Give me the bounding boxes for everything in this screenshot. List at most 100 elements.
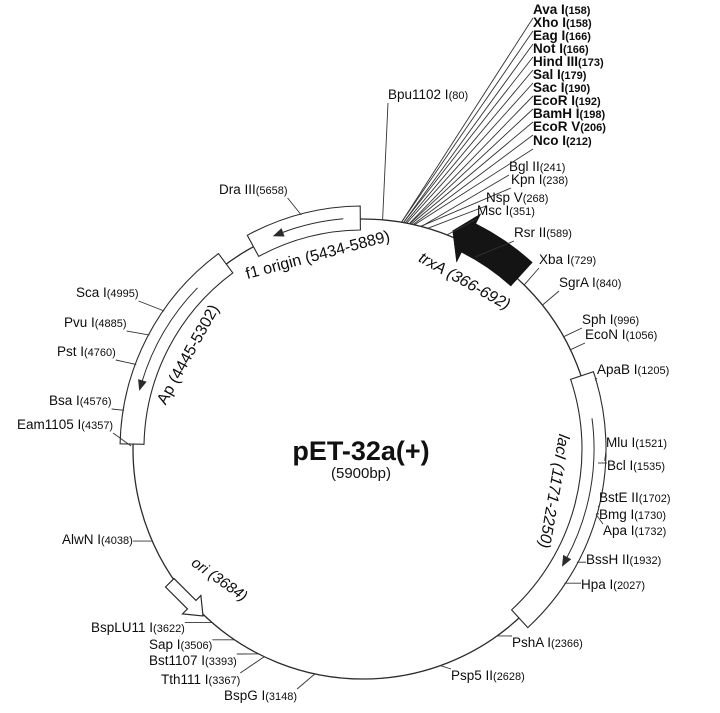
enzyme-name: BssH II	[586, 552, 630, 567]
cut-position: (4760)	[84, 347, 116, 359]
ap-direction-arrow	[141, 287, 198, 383]
cut-position: (3148)	[265, 691, 298, 703]
cut-position: (351)	[509, 206, 535, 218]
site-label-pvu-i: Pvu I(4885)	[64, 316, 127, 331]
site-label-rsr-ii: Rsr II(589)	[514, 226, 572, 241]
site-label-sca-i: Sca I(4995)	[76, 286, 139, 301]
cut-position: (4038)	[101, 535, 133, 547]
enzyme-name: Psp5 II	[451, 668, 494, 683]
site-leader-line	[401, 17, 534, 223]
cut-position: (3393)	[205, 656, 237, 668]
site-leader-line	[570, 342, 586, 351]
site-label-ecor-v: EcoR V(206)	[533, 120, 606, 135]
plasmid-size: (5900bp)	[330, 465, 392, 482]
site-leader-line	[403, 56, 534, 223]
site-label-nco-i: Nco I(212)	[533, 134, 592, 149]
site-leader-line	[597, 505, 600, 508]
site-label-tth111-i: Tth111 I(3367)	[161, 673, 240, 688]
site-label-bgl-ii: Bgl II(241)	[509, 160, 565, 175]
site-leader-line	[594, 377, 598, 381]
site-label-msc-i: Msc I(351)	[477, 204, 535, 219]
site-label-bsa-i: Bsa I(4576)	[49, 394, 112, 409]
enzyme-name: Kpn I	[511, 172, 543, 187]
enzyme-name: ApaB I	[597, 362, 638, 377]
cut-position: (158)	[564, 5, 591, 17]
enzyme-name: Tth111 I	[161, 672, 209, 687]
enzyme-name: Rsr II	[514, 225, 547, 240]
site-label-hpa-i: Hpa I(2027)	[581, 578, 645, 593]
site-label-sac-i: Sac I(190)	[533, 81, 590, 96]
site-label-mlu-i: Mlu I(1521)	[606, 436, 667, 451]
cut-position: (241)	[539, 162, 566, 174]
cut-position: (173)	[578, 57, 604, 69]
cut-position: (996)	[613, 315, 640, 327]
cut-position: (190)	[564, 83, 591, 95]
site-label-bsplu11-i: BspLU11 I(3622)	[91, 621, 185, 636]
cut-position: (2628)	[493, 671, 525, 683]
site-label-sal-i: Sal I(179)	[533, 68, 586, 83]
site-leader-line	[595, 514, 604, 525]
enzyme-name: Not I	[533, 41, 563, 56]
cut-position: (179)	[560, 70, 587, 82]
ap-direction-arrow-head	[138, 379, 147, 391]
site-label-pst-i: Pst I(4760)	[57, 345, 116, 360]
site-label-bmg-i: Bmg I(1730)	[599, 508, 666, 523]
site-leader-line	[126, 330, 150, 336]
site-label-xho-i: Xho I(158)	[533, 16, 592, 31]
cut-position: (192)	[575, 96, 601, 108]
enzyme-name: Sac I	[533, 80, 565, 95]
site-label-econ-i: EcoN I(1056)	[585, 328, 657, 343]
site-leader-line	[440, 665, 452, 670]
site-label-psp5-ii: Psp5 II(2628)	[451, 669, 525, 684]
enzyme-name: BspG I	[224, 688, 266, 703]
site-label-bst1107-i: Bst1107 I(3393)	[149, 654, 237, 669]
site-leader-line	[408, 95, 534, 225]
site-leader-line	[403, 43, 534, 223]
site-label-apab-i: ApaB I(1205)	[597, 363, 669, 378]
site-leader-line	[287, 197, 302, 216]
site-label-eag-i: Eag I(166)	[533, 29, 591, 44]
ap-gene-segment	[119, 252, 234, 445]
enzyme-name: Bmg I	[599, 507, 635, 522]
enzyme-name: Hind III	[533, 54, 578, 69]
cut-position: (166)	[563, 44, 589, 56]
enzyme-name: Pst I	[57, 344, 85, 359]
site-label-apa-i: Apa I(1732)	[603, 524, 666, 539]
enzyme-name: BamH I	[533, 106, 580, 121]
site-label-psha-i: PshA I(2366)	[512, 636, 583, 651]
cut-position: (4995)	[106, 288, 139, 300]
cut-position: (212)	[566, 136, 592, 148]
enzyme-name: AlwN I	[62, 532, 102, 547]
cut-position: (206)	[580, 122, 606, 134]
enzyme-name: BspLU11 I	[91, 620, 154, 635]
site-leader-line	[112, 432, 132, 447]
cut-position: (4357)	[81, 420, 114, 432]
cut-position: (1205)	[637, 365, 670, 377]
enzyme-name: Apa I	[603, 523, 635, 538]
enzyme-name: Eag I	[533, 28, 566, 43]
cut-position: (5658)	[255, 185, 288, 197]
cut-position: (1056)	[625, 330, 658, 342]
site-leader-line	[420, 187, 512, 227]
site-leader-line	[296, 673, 316, 690]
site-label-sap-i: Sap I(3506)	[149, 638, 212, 653]
cut-position: (4885)	[94, 318, 127, 330]
f1-direction-arrow-head	[272, 228, 285, 237]
site-label-bamh-i: BamH I(198)	[533, 107, 605, 122]
cut-position: (3367)	[208, 675, 241, 687]
laci-direction-arrow-head	[562, 554, 572, 567]
enzyme-name: EcoR I	[533, 93, 576, 108]
enzyme-name: Msc I	[477, 203, 510, 218]
enzyme-name: Pvu I	[64, 315, 95, 330]
cut-position: (1521)	[635, 438, 668, 450]
cut-position: (4576)	[79, 396, 112, 408]
site-label-sph-i: Sph I(996)	[582, 313, 639, 328]
site-leader-line	[563, 327, 583, 338]
site-leader-line	[401, 30, 534, 223]
enzyme-name: Dra III	[219, 182, 256, 197]
site-leader-line	[138, 300, 165, 312]
enzyme-name: BstE II	[599, 490, 639, 505]
cut-position: (1730)	[634, 510, 667, 522]
cut-position: (80)	[448, 90, 469, 102]
